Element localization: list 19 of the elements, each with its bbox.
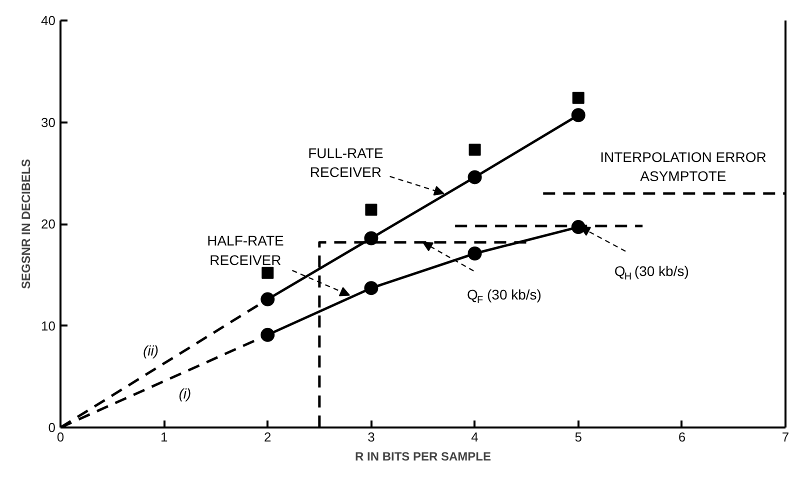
x-tick-label: 3 xyxy=(368,430,375,444)
y-tick-label: 20 xyxy=(41,216,56,232)
x-tick-label: 2 xyxy=(264,430,272,444)
y-tick-label: 0 xyxy=(48,420,56,435)
x-tick-label: 1 xyxy=(160,430,168,444)
annotation: FULL-RATE RECEIVER xyxy=(308,144,384,180)
annotation: (ii) xyxy=(142,342,158,359)
x-tick-label: 6 xyxy=(678,430,686,444)
annotation: (i) xyxy=(178,386,192,402)
annotation: HALF-RATE RECEIVER xyxy=(207,232,284,268)
x-tick-label: 7 xyxy=(782,430,789,444)
y-tick-label: 30 xyxy=(41,114,56,130)
x-axis-title: R IN BITS PER SAMPLE xyxy=(354,450,492,464)
y-axis-title: SEGSNR IN DECIBELS xyxy=(19,158,34,290)
annotation: INTERPOLATION ERROR ASYMPTOTE xyxy=(600,148,766,184)
y-tick-label: 40 xyxy=(41,13,56,28)
y-tick-label: 10 xyxy=(41,318,56,334)
x-tick-label: 4 xyxy=(471,430,478,444)
x-tick-label: 5 xyxy=(574,430,582,444)
